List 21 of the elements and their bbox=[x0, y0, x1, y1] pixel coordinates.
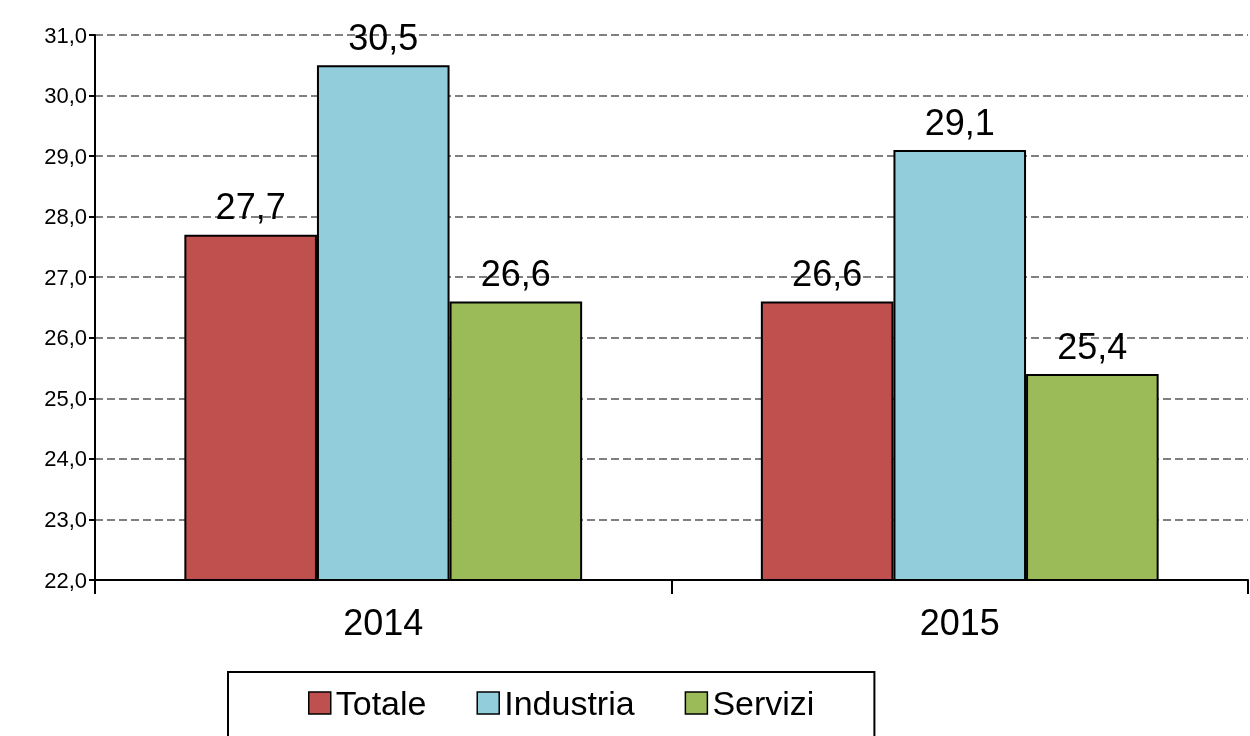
y-tick-label: 23,0 bbox=[44, 506, 87, 532]
legend-label: Totale bbox=[335, 684, 427, 722]
data-label: 27,7 bbox=[215, 186, 286, 228]
y-tick-label: 30,0 bbox=[44, 83, 87, 109]
legend-label: Industria bbox=[504, 684, 635, 722]
y-tick-label: 25,0 bbox=[44, 385, 87, 411]
data-label: 26,6 bbox=[480, 252, 551, 294]
y-tick-label: 29,0 bbox=[44, 143, 87, 169]
y-tick-label: 27,0 bbox=[44, 264, 87, 290]
y-tick-label: 22,0 bbox=[44, 567, 87, 593]
x-tick-label: 2014 bbox=[343, 601, 424, 643]
data-label: 29,1 bbox=[924, 101, 995, 143]
y-tick-label: 31,0 bbox=[44, 22, 87, 48]
data-label: 25,4 bbox=[1057, 325, 1128, 367]
data-label: 30,5 bbox=[348, 16, 419, 58]
data-label: 26,6 bbox=[792, 252, 863, 294]
y-tick-label: 28,0 bbox=[44, 204, 87, 230]
y-tick-label: 26,0 bbox=[44, 325, 87, 351]
x-tick-label: 2015 bbox=[919, 601, 1000, 643]
legend-label: Servizi bbox=[712, 684, 815, 722]
y-tick-label: 24,0 bbox=[44, 446, 87, 472]
